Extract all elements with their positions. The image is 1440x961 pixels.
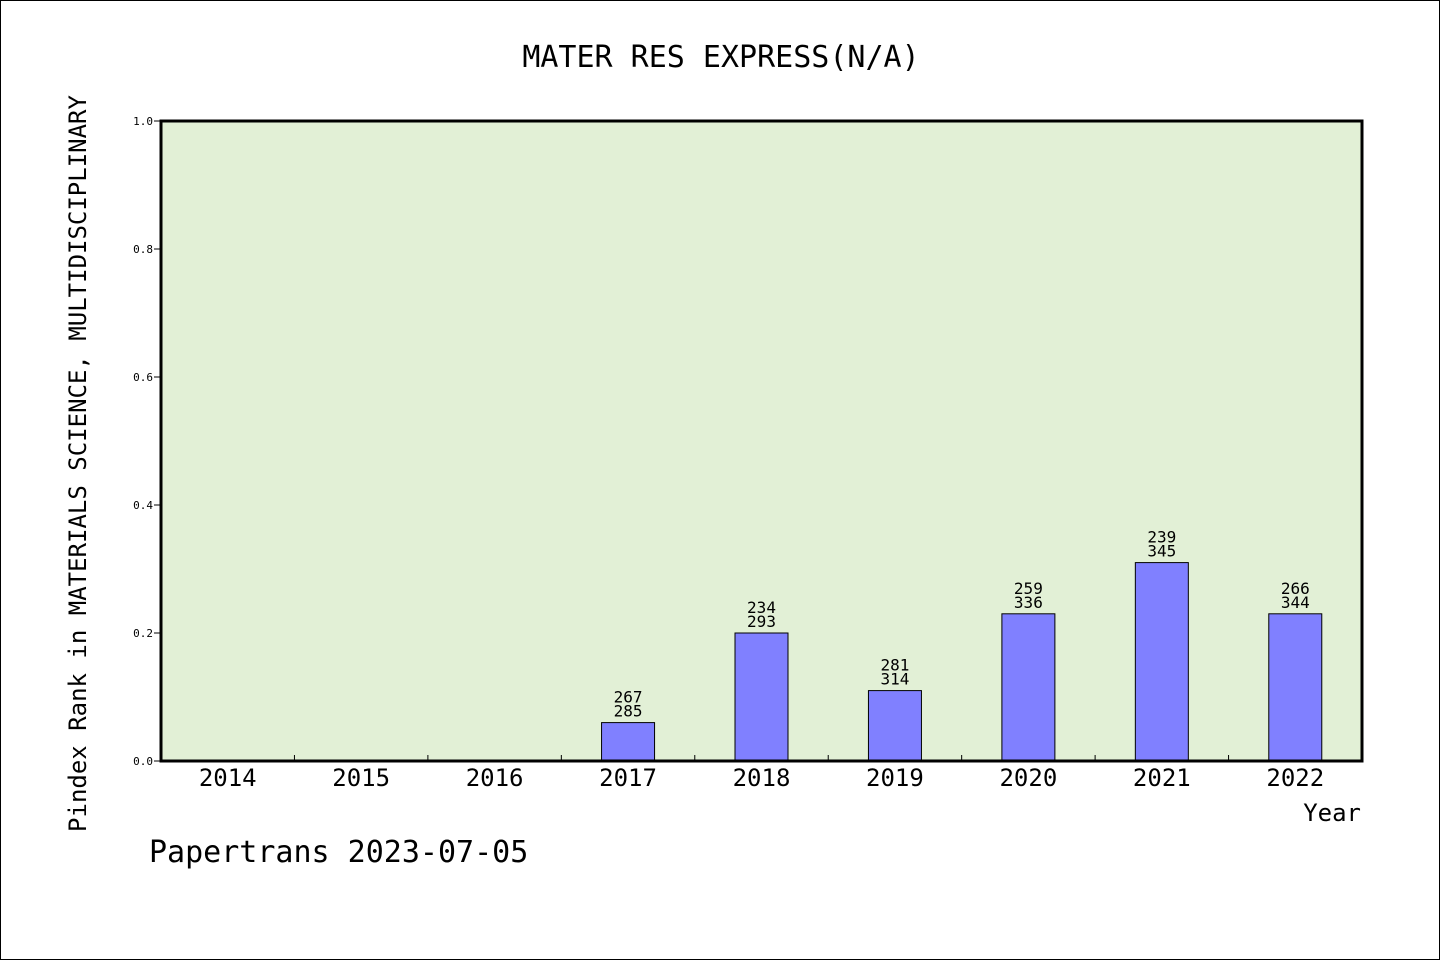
y-tick-label-0.4: 0.4 — [133, 499, 153, 512]
bar-label-2017-2: 285 — [614, 702, 643, 721]
x-tick-label-2022: 2022 — [1266, 764, 1324, 792]
bar-2018 — [734, 632, 789, 762]
bar-label-2017-1: 267 — [614, 688, 643, 707]
x-tick-label-2015: 2015 — [332, 764, 390, 792]
bar-label-2020-1: 259 — [1014, 579, 1043, 598]
y-tick-label-0.8: 0.8 — [133, 243, 153, 256]
x-tick-label-2014: 2014 — [199, 764, 257, 792]
x-tick-label-2021: 2021 — [1133, 764, 1191, 792]
bar-label-2022-1: 266 — [1281, 579, 1310, 598]
x-tick-label-2018: 2018 — [733, 764, 791, 792]
y-tick-label-0.2: 0.2 — [133, 627, 153, 640]
footer-watermark: Papertrans 2023-07-05 — [149, 835, 529, 870]
bar-label-2022-2: 344 — [1281, 593, 1310, 612]
x-axis-label: Year — [1303, 799, 1361, 827]
y-tick-label-0.6: 0.6 — [133, 371, 153, 384]
x-tick-label-2016: 2016 — [466, 764, 524, 792]
bar-2022 — [1268, 613, 1323, 762]
bar-2021 — [1134, 562, 1189, 762]
bar-label-2020-2: 336 — [1014, 593, 1043, 612]
bar-2019 — [867, 690, 922, 762]
x-tick-label-2019: 2019 — [866, 764, 924, 792]
bar-label-2021-1: 239 — [1147, 528, 1176, 547]
x-tick-label-2020: 2020 — [999, 764, 1057, 792]
bar-2020 — [1001, 613, 1056, 762]
bar-label-2019-2: 314 — [880, 670, 909, 689]
x-tick-label-2017: 2017 — [599, 764, 657, 792]
chart-title: MATER RES EXPRESS(N/A) — [522, 40, 919, 75]
y-tick-label-1.0: 1.0 — [133, 115, 153, 128]
plot-border — [159, 119, 1364, 763]
bar-label-2018-1: 234 — [747, 598, 776, 617]
bar-label-2021-2: 345 — [1147, 542, 1176, 561]
bar-2017 — [601, 722, 656, 762]
y-tick-label-0.0: 0.0 — [133, 755, 153, 768]
bar-label-2018-2: 293 — [747, 612, 776, 631]
bar-label-2019-1: 281 — [880, 656, 909, 675]
y-axis-label: Pindex Rank in MATERIALS SCIENCE, MULTID… — [64, 95, 92, 832]
